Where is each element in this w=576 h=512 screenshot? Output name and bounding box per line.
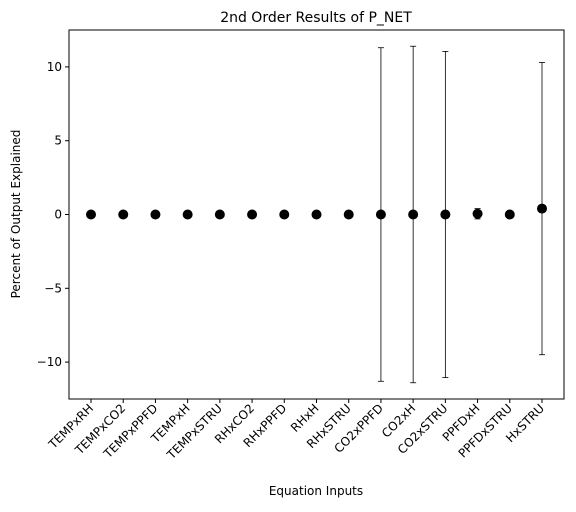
plot-frame: [68, 29, 565, 400]
data-point: [472, 208, 483, 219]
y-tick-label: 0: [54, 208, 62, 222]
data-point: [182, 209, 193, 220]
data-point: [279, 209, 290, 220]
y-axis-label: Percent of Output Explained: [9, 130, 23, 299]
data-point: [214, 209, 225, 220]
data-point: [86, 209, 96, 220]
data-point: [247, 209, 258, 220]
data-point: [343, 209, 354, 220]
y-tick-label: 10: [47, 60, 62, 74]
data-point: [311, 209, 322, 220]
data-point: [408, 209, 419, 220]
data-point: [440, 209, 451, 220]
data-point: [504, 209, 515, 220]
y-tick-label: −5: [44, 281, 62, 295]
y-tick-label: −10: [37, 355, 62, 369]
data-point: [150, 209, 161, 220]
data-point: [118, 209, 129, 220]
x-axis-label: Equation Inputs: [269, 484, 363, 498]
chart-title: 2nd Order Results of P_NET: [220, 10, 412, 26]
data-point: [537, 203, 547, 214]
plot-area: −10−50510TEMPxRHTEMPxCO2TEMPxPPFDTEMPxHT…: [37, 45, 547, 463]
data-point: [375, 209, 386, 220]
y-tick-label: 5: [54, 134, 62, 148]
